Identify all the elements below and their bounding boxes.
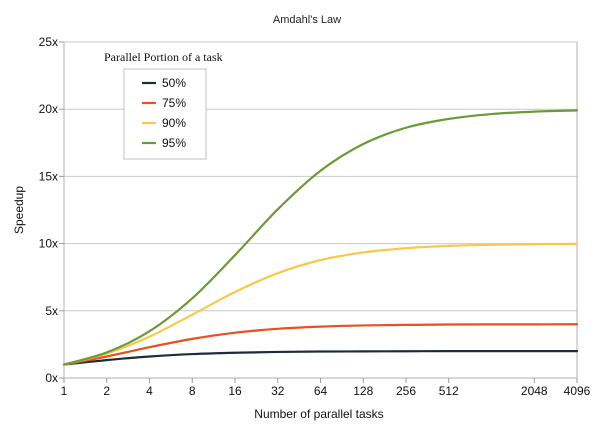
x-tick-label: 64: [314, 384, 328, 398]
y-axis-title: Speedup: [12, 186, 26, 234]
x-tick-label: 1: [61, 384, 68, 398]
y-tick-label: 25x: [39, 35, 58, 49]
series-line-75pct: [62, 323, 579, 366]
x-tick-label: 32: [271, 384, 285, 398]
x-tick-label: 256: [396, 384, 416, 398]
x-tick-label: 128: [353, 384, 373, 398]
legend-box: [123, 68, 207, 160]
legend: Parallel Portion of a task 50% 75% 90% 95%: [104, 50, 223, 160]
x-tick-label: 4: [146, 384, 153, 398]
x-tick-label: 16: [228, 384, 242, 398]
y-tick-label: 15x: [39, 169, 58, 183]
series-line-50pct: [62, 350, 579, 366]
series-line-95pct: [62, 109, 579, 366]
series-lines: [62, 109, 579, 366]
legend-label: 50%: [162, 76, 186, 90]
x-tick-label: 8: [189, 384, 196, 398]
x-tick-label: 2048: [521, 384, 548, 398]
x-tick-label: 2: [103, 384, 110, 398]
axes: [59, 41, 578, 383]
legend-label: 90%: [162, 116, 186, 130]
series-line-90pct: [62, 242, 579, 366]
x-tick-label: 4096: [564, 384, 591, 398]
legend-label: 95%: [162, 136, 186, 150]
y-tick-label: 0x: [45, 371, 58, 385]
y-tick-label: 20x: [39, 102, 58, 116]
x-tick-label: 512: [439, 384, 459, 398]
chart-title: Amdahl's Law: [273, 14, 341, 26]
x-axis-title: Number of parallel tasks: [254, 407, 383, 421]
y-tick-label: 10x: [39, 237, 58, 251]
y-tick-label: 5x: [45, 304, 58, 318]
legend-label: 75%: [162, 96, 186, 110]
legend-title: Parallel Portion of a task: [104, 50, 223, 64]
tick-labels: 0x 5x 10x 15x 20x 25x 1 2 4 8 16 32 64 128 256 512 2048 4…: [39, 35, 591, 398]
